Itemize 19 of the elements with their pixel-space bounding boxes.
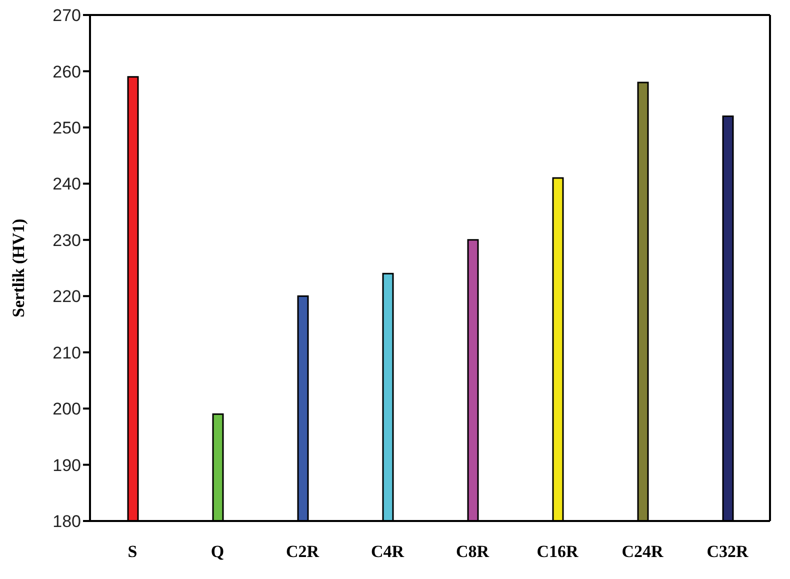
y-tick-label: 180: [52, 512, 81, 532]
x-tick-label: Q: [210, 542, 224, 562]
y-tick-label: 210: [52, 343, 81, 362]
y-tick-label: 260: [52, 62, 81, 82]
y-tick-label: 200: [52, 400, 81, 419]
y-tick-label: 190: [52, 456, 81, 475]
y-tick-label: 230: [52, 230, 81, 250]
y-axis-title: Sertlik (HV1): [9, 218, 28, 318]
x-tick-label: C16R: [536, 542, 579, 562]
x-tick-label: C4R: [370, 542, 405, 562]
y-tick-label: 270: [52, 6, 81, 26]
x-tick-label: S: [128, 542, 138, 562]
x-tick-label: C32R: [706, 542, 749, 562]
x-tick-label: C24R: [622, 542, 664, 562]
y-tick-label: 220: [52, 287, 81, 306]
y-tick-label: 250: [52, 118, 81, 138]
x-tick-label: C2R: [286, 542, 320, 562]
y-tick-label: 240: [52, 174, 81, 194]
x-tick-label: C8R: [456, 542, 490, 562]
